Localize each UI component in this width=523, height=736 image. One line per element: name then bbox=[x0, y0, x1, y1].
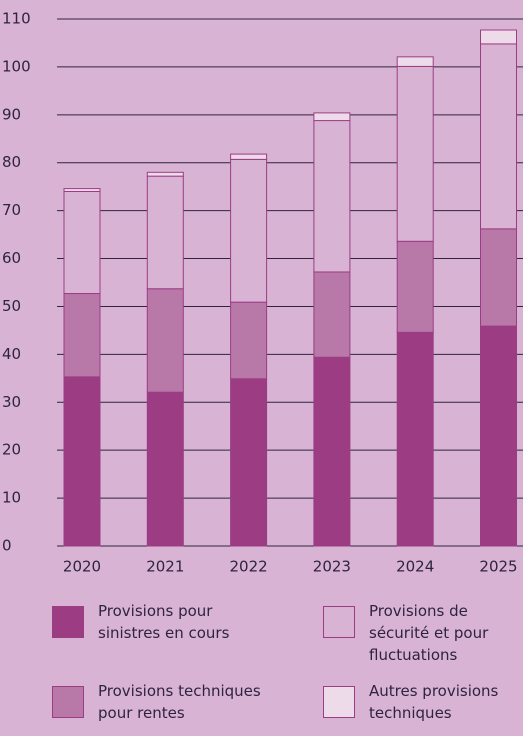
x-tick-label: 2023 bbox=[313, 558, 351, 576]
bar-segment bbox=[396, 240, 434, 333]
legend-item: Provisions techniques pour rentes bbox=[52, 682, 288, 724]
y-tick-label: 30 bbox=[2, 393, 21, 411]
bar-segment bbox=[230, 153, 268, 160]
bar-segment bbox=[146, 175, 184, 290]
plot: 0 10 20 30 40 50 60 70 80 90 100 110 2020 2021 2022 202… bbox=[2, 10, 523, 576]
legend-label: Provisions de sécurité et pour fluctuati… bbox=[369, 602, 489, 664]
x-tick-label: 2022 bbox=[230, 558, 268, 576]
legend-label: Provisions techniques pour rentes bbox=[98, 682, 261, 722]
x-tick-label: 2020 bbox=[63, 558, 101, 576]
bar-segment bbox=[313, 356, 351, 547]
y-tick-label: 110 bbox=[2, 10, 31, 28]
bar-segment bbox=[313, 120, 351, 273]
y-tick-label: 90 bbox=[2, 105, 21, 123]
y-tick-label: 40 bbox=[2, 345, 21, 363]
y-tick-label: 80 bbox=[2, 153, 21, 171]
bar-segment bbox=[480, 29, 517, 45]
bar-segment bbox=[313, 112, 351, 122]
y-tick-label: 10 bbox=[2, 489, 21, 507]
x-tick-label: 2025 bbox=[479, 558, 517, 576]
bar-segment bbox=[146, 171, 184, 177]
bar-segment bbox=[396, 331, 434, 547]
bar-segment bbox=[230, 158, 268, 303]
legend-item: Provisions de sécurité et pour fluctuati… bbox=[323, 602, 519, 666]
bar-segment bbox=[63, 188, 101, 192]
bar-segment bbox=[396, 65, 434, 242]
y-tick-label: 0 bbox=[2, 537, 12, 555]
y-tick-label: 60 bbox=[2, 249, 21, 267]
legend-label: Provisions pour sinistres en cours bbox=[98, 602, 230, 642]
x-tick-label: 2024 bbox=[396, 558, 434, 576]
bar-segment bbox=[230, 301, 268, 380]
y-tick-label: 100 bbox=[2, 57, 31, 75]
bar-segment bbox=[146, 288, 184, 393]
bar-segment bbox=[63, 293, 101, 378]
bar-segment bbox=[146, 391, 184, 547]
bar-segment bbox=[480, 228, 517, 327]
bar-segment bbox=[480, 325, 517, 547]
legend-item: Autres provisions techniques bbox=[323, 682, 519, 724]
bar-segment bbox=[63, 376, 101, 547]
bar-segment bbox=[396, 56, 434, 67]
bar-segment bbox=[313, 271, 351, 358]
y-tick-label: 70 bbox=[2, 201, 21, 219]
legend-swatch bbox=[323, 686, 355, 718]
legend-swatch bbox=[323, 606, 355, 638]
bar-segment bbox=[230, 378, 268, 547]
bar-segment bbox=[480, 43, 517, 230]
bar-segment bbox=[63, 190, 101, 295]
legend-label: Autres provisions techniques bbox=[369, 682, 499, 722]
y-tick-label: 20 bbox=[2, 441, 21, 459]
legend-swatch bbox=[52, 686, 84, 718]
legend-swatch bbox=[52, 606, 84, 638]
y-tick-label: 50 bbox=[2, 297, 21, 315]
legend-item: Provisions pour sinistres en cours bbox=[52, 602, 258, 644]
x-tick-label: 2021 bbox=[146, 558, 184, 576]
